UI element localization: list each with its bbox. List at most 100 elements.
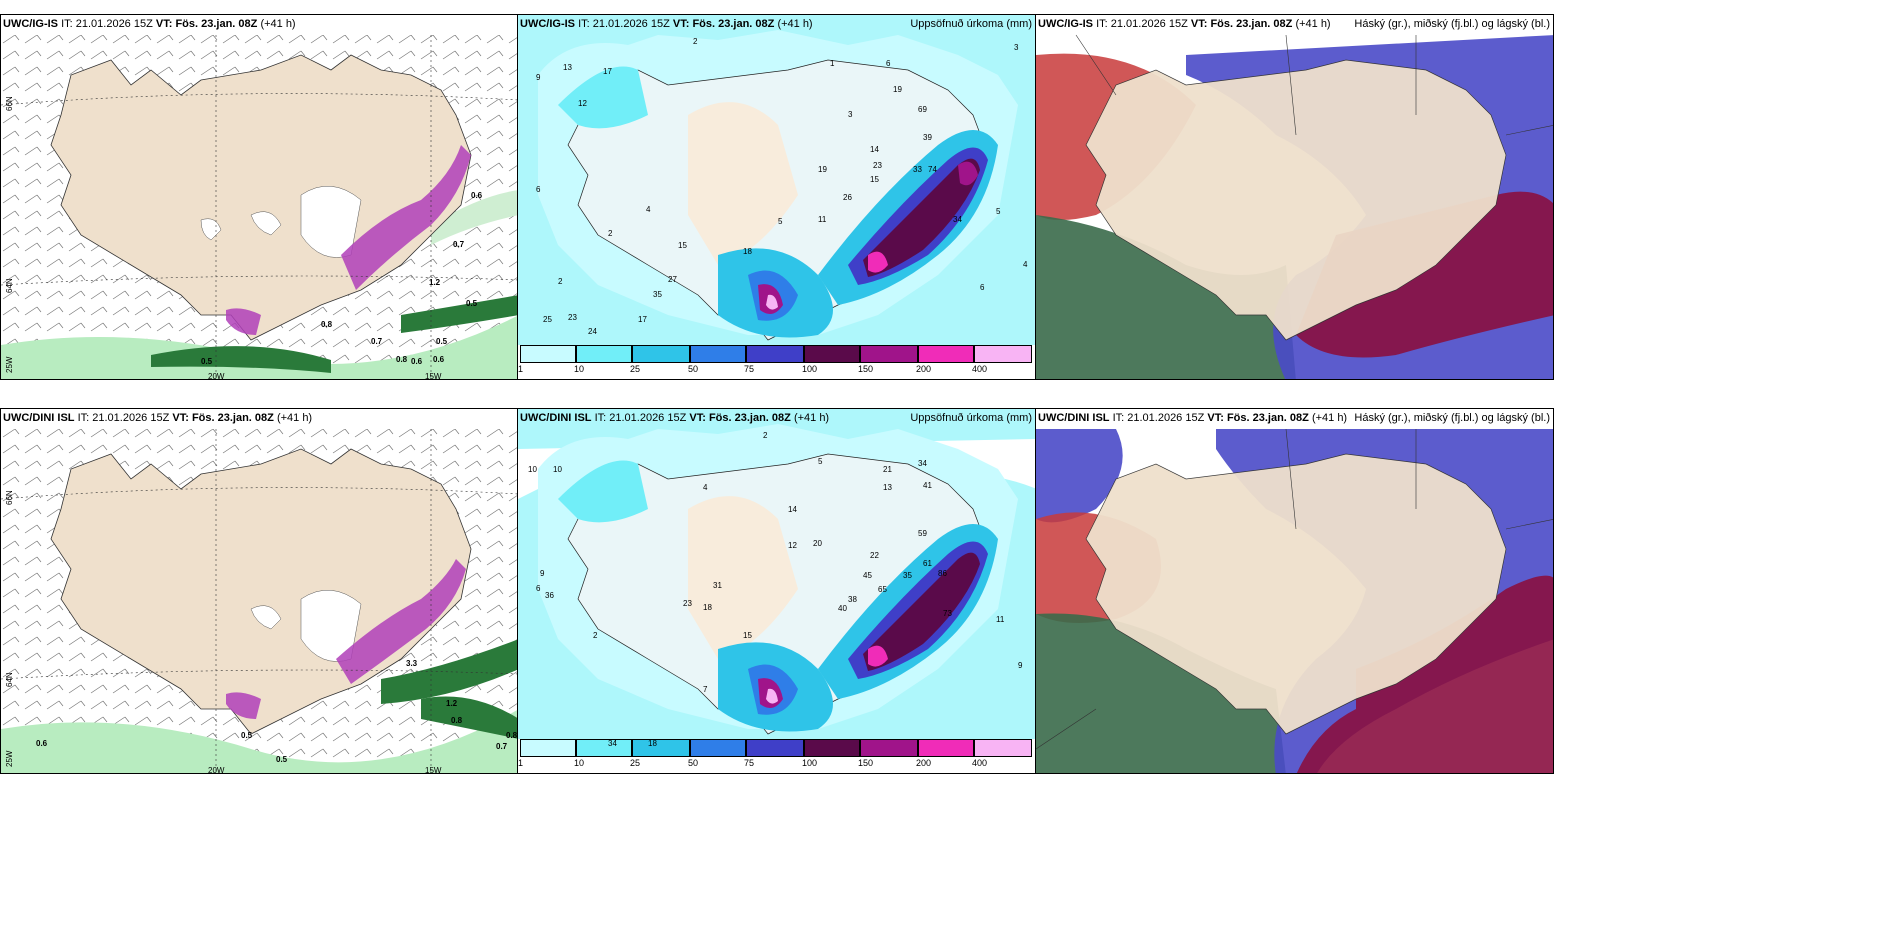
precip-map xyxy=(518,424,1035,739)
snow-value: 3.3 xyxy=(406,659,418,668)
panel-header: UWC/DINI ISL IT: 21.01.2026 15Z VT: Fös.… xyxy=(520,412,830,424)
precip-value: 2 xyxy=(593,631,598,640)
precip-value: 38 xyxy=(848,595,857,604)
colorbar-tick: 10 xyxy=(574,758,585,768)
precip-value: 2 xyxy=(558,277,563,286)
precip-value: 11 xyxy=(818,215,827,224)
map-panel-clouds-igis: UWC/IG-IS IT: 21.01.2026 15Z VT: Fös. 23… xyxy=(1035,14,1554,380)
precip-value: 18 xyxy=(703,603,712,612)
precip-value: 23 xyxy=(568,313,577,322)
precip-map xyxy=(518,30,1035,345)
colorbar-bin xyxy=(860,345,918,363)
precip-value: 3 xyxy=(848,110,853,119)
precip-value: 6 xyxy=(536,584,541,593)
lat-label: 66N xyxy=(5,490,14,505)
precip-value: 39 xyxy=(923,133,932,142)
precip-value: 1 xyxy=(830,59,835,68)
snow-value: 0.8 xyxy=(321,320,333,329)
snow-value: 0.6 xyxy=(433,355,445,364)
precip-value: 12 xyxy=(788,541,797,550)
precip-value: 9 xyxy=(540,569,545,578)
precip-value: 33 xyxy=(913,165,922,174)
precip-value: 40 xyxy=(838,604,847,613)
colorbar: 1 10 25 50 75 100 150 200 400 xyxy=(518,739,1035,773)
precip-value: 12 xyxy=(578,99,587,108)
colorbar-bin xyxy=(974,345,1032,363)
lat-label: 25W xyxy=(5,750,14,767)
panel-header: UWC/IG-IS IT: 21.01.2026 15Z VT: Fös. 23… xyxy=(1038,18,1331,30)
precip-value: 4 xyxy=(703,483,708,492)
snow-value: 0.6 xyxy=(411,357,423,366)
precip-value: 17 xyxy=(603,67,612,76)
colorbar-tick: 75 xyxy=(744,364,755,374)
snow-value: 0.5 xyxy=(241,731,253,740)
precip-value: 4 xyxy=(1023,260,1028,269)
precip-value: 15 xyxy=(678,241,687,250)
colorbar-tick: 150 xyxy=(858,364,874,374)
colorbar-bin xyxy=(520,345,576,363)
precip-value: 19 xyxy=(893,85,902,94)
colorbar-tick: 50 xyxy=(688,758,699,768)
snow-value: 0.5 xyxy=(436,337,448,346)
map-panel-clouds-dini: UWC/DINI ISL IT: 21.01.2026 15Z VT: Fös.… xyxy=(1035,408,1554,774)
colorbar-bin xyxy=(632,739,690,757)
colorbar-tick: 150 xyxy=(858,758,874,768)
snow-map xyxy=(1,429,517,773)
precip-value: 10 xyxy=(553,465,562,474)
precip-value: 6 xyxy=(980,283,985,292)
precip-value: 2 xyxy=(763,431,768,440)
snow-value: 0.7 xyxy=(453,240,465,249)
precip-value: 7 xyxy=(703,685,708,694)
snow-value: 0.7 xyxy=(371,337,383,346)
precip-value: 35 xyxy=(653,290,662,299)
precip-value: 9 xyxy=(1018,661,1023,670)
precip-value: 15 xyxy=(870,175,879,184)
snow-value: 0.6 xyxy=(36,739,48,748)
precip-value: 34 xyxy=(918,459,927,468)
colorbar-bin xyxy=(576,345,632,363)
cloud-title: Háský (gr.), miðský (fj.bl.) og lágský (… xyxy=(1354,412,1550,424)
colorbar-tick: 1 xyxy=(518,364,524,374)
lon-label: 20W xyxy=(208,766,225,774)
snow-value: 0.5 xyxy=(201,357,213,366)
snow-value: 1.2 xyxy=(429,278,441,287)
lon-label: 15W xyxy=(425,372,442,380)
cloud-title: Háský (gr.), miðský (fj.bl.) og lágský (… xyxy=(1354,18,1550,30)
panel-header: UWC/IG-IS IT: 21.01.2026 15Z VT: Fös. 23… xyxy=(520,18,813,30)
precip-value: 9 xyxy=(536,73,541,82)
colorbar-tick: 10 xyxy=(574,364,585,374)
precip-value: 35 xyxy=(903,571,912,580)
precip-title: Uppsöfnuð úrkoma (mm) xyxy=(910,18,1032,30)
precip-value: 5 xyxy=(818,457,823,466)
precip-value: 27 xyxy=(668,275,677,284)
precip-value: 19 xyxy=(818,165,827,174)
snow-value: 0.8 xyxy=(506,731,518,740)
colorbar-bin xyxy=(804,345,860,363)
precip-value: 25 xyxy=(543,315,552,324)
precip-value: 73 xyxy=(943,609,952,618)
precip-value: 61 xyxy=(923,559,932,568)
map-panel-precip-dini: UWC/DINI ISL IT: 21.01.2026 15Z VT: Fös.… xyxy=(517,408,1036,774)
precip-value: 23 xyxy=(683,599,692,608)
precip-value: 6 xyxy=(536,185,541,194)
precip-value: 2 xyxy=(608,229,613,238)
precip-value: 5 xyxy=(778,217,783,226)
precip-value: 22 xyxy=(870,551,879,560)
snow-value: 1.2 xyxy=(446,699,458,708)
precip-value: 2 xyxy=(693,37,698,46)
precip-value: 18 xyxy=(743,247,752,256)
precip-value: 41 xyxy=(923,481,932,490)
colorbar-tick: 75 xyxy=(744,758,755,768)
lon-label: 20W xyxy=(208,372,225,380)
precip-value: 26 xyxy=(843,193,852,202)
colorbar-bin xyxy=(690,345,746,363)
snow-value: 0.7 xyxy=(496,742,508,751)
precip-value: 65 xyxy=(878,585,887,594)
colorbar-tick: 25 xyxy=(630,758,641,768)
colorbar-tick: 400 xyxy=(972,364,988,374)
snow-value: 0.8 xyxy=(396,355,408,364)
precip-value: 18 xyxy=(648,739,657,748)
colorbar-bin xyxy=(746,739,804,757)
lat-label: 66N xyxy=(5,96,14,111)
lat-label: 64N xyxy=(5,278,14,293)
